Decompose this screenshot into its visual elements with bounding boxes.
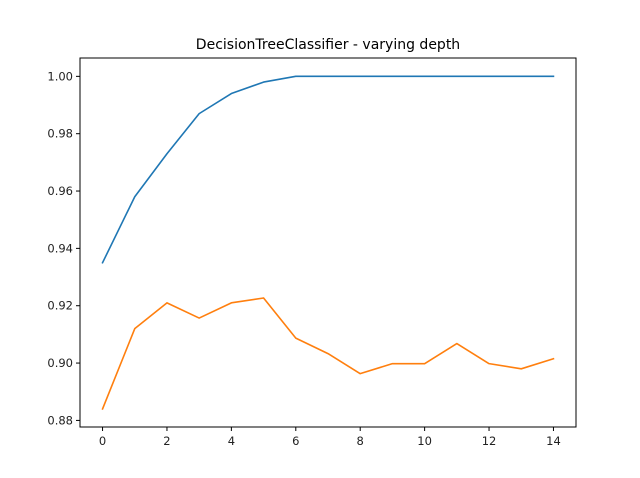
y-tick-label: 1.00 (47, 69, 73, 83)
x-axis: 0 2 4 6 8 10 12 14 (99, 427, 561, 448)
y-tick-label: 0.96 (47, 184, 73, 198)
chart-title: DecisionTreeClassifier - varying depth (196, 37, 460, 53)
series-line-1 (101, 75, 555, 264)
y-tick-label: 0.98 (47, 127, 73, 141)
x-tick-label: 8 (357, 434, 364, 448)
x-tick-label: 10 (417, 434, 432, 448)
series-layer (101, 75, 555, 410)
x-tick-label: 2 (163, 434, 170, 448)
x-tick-label: 12 (482, 434, 497, 448)
y-tick-label: 0.92 (47, 299, 73, 313)
y-axis: 0.88 0.90 0.92 0.94 0.96 0.98 1.00 (47, 69, 80, 427)
x-tick-label: 4 (228, 434, 235, 448)
x-tick-label: 14 (546, 434, 561, 448)
plot-frame (79, 57, 577, 428)
x-tick-label: 6 (292, 434, 299, 448)
series-line-2 (101, 297, 555, 410)
y-tick-label: 0.94 (47, 241, 73, 255)
y-tick-label: 0.88 (47, 413, 73, 427)
x-tick-label: 0 (99, 434, 106, 448)
y-tick-label: 0.90 (47, 356, 73, 370)
